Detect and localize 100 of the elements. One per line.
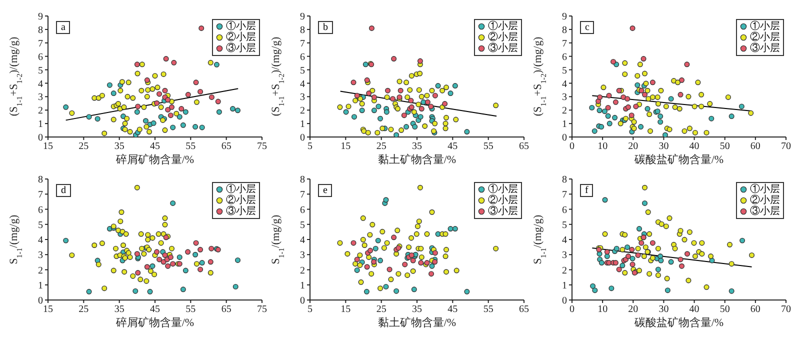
x-tick-label: 20 (628, 141, 638, 152)
x-tick-label: 25 (376, 141, 386, 152)
y-tick-label: 1 (300, 280, 305, 292)
x-tick-label: 40 (689, 304, 700, 316)
x-axis-title: 黏土矿物含量/% (378, 316, 456, 329)
x-tick-label: 65 (519, 304, 529, 316)
legend-label: ②小层 (226, 32, 256, 43)
y-tick-label: 0 (300, 132, 305, 144)
x-tick-label: 5 (308, 304, 312, 316)
legend-label: ③小层 (226, 43, 256, 54)
annotation: b (318, 21, 333, 34)
legend-label: ①小层 (226, 184, 256, 195)
y-tick-label: 0 (300, 296, 305, 307)
x-tick-label: 50 (720, 141, 730, 152)
y-tick-label: 6 (300, 52, 305, 63)
y-tick-label: 3 (300, 250, 305, 262)
x-tick-label: 70 (781, 141, 791, 152)
annotation: a (56, 21, 70, 34)
y-tick-label: 5 (38, 65, 43, 76)
legend-label: ①小层 (488, 184, 518, 195)
y-tick-label: 5 (562, 220, 567, 231)
x-axis-title: 碳酸盐矿物含量/% (633, 153, 724, 166)
y-tick-label: 5 (300, 65, 305, 76)
legend-label: ③小层 (750, 43, 780, 54)
y-tick-label: 8 (38, 174, 43, 186)
x-tick-label: 5 (308, 141, 312, 152)
x-tick-label: 65 (519, 141, 529, 152)
y-tick-label: 6 (300, 204, 305, 216)
y-tick-label: 7 (300, 38, 305, 50)
legend-label: ②小层 (226, 195, 256, 206)
y-tick-label: 7 (562, 190, 567, 201)
x-tick-label: 55 (186, 304, 196, 316)
legend-label: ③小层 (488, 206, 518, 217)
x-axis-title: 碎屑矿物含量/% (114, 153, 194, 166)
legend-label: ①小层 (226, 21, 256, 32)
x-axis-title: 碳酸盐矿物含量/% (633, 316, 724, 329)
y-tick-label: 8 (300, 24, 305, 36)
y-tick-label: 7 (300, 190, 305, 201)
x-tick-label: 70 (781, 304, 791, 316)
y-tick-label: 7 (38, 38, 43, 50)
x-tick-label: 55 (483, 141, 494, 152)
x-tick-label: 35 (114, 304, 124, 316)
x-tick-label: 25 (78, 304, 89, 316)
y-tick-label: 8 (562, 24, 567, 36)
x-axis-title: 碎屑矿物含量/% (114, 316, 194, 329)
y-tick-label: 5 (38, 220, 43, 231)
x-tick-label: 15 (340, 304, 351, 316)
y-tick-label: 3 (562, 250, 567, 262)
x-tick-label: 10 (598, 304, 608, 316)
y-tick-label: 5 (300, 220, 305, 231)
y-tick-label: 3 (38, 250, 43, 262)
y-tick-label: 6 (562, 52, 567, 63)
x-tick-label: 65 (221, 304, 232, 316)
x-tick-label: 0 (570, 141, 574, 152)
y-tick-label: 4 (38, 235, 43, 246)
y-tick-label: 6 (562, 204, 567, 216)
x-tick-label: 15 (43, 141, 53, 152)
y-tick-label: 8 (38, 24, 43, 36)
y-tick-label: 0 (38, 132, 43, 144)
annotation: f (580, 184, 594, 197)
annotation: e (318, 184, 332, 197)
x-tick-label: 20 (628, 304, 638, 316)
x-tick-label: 45 (150, 304, 160, 316)
y-tick-label: 4 (38, 78, 43, 90)
x-tick-label: 25 (78, 141, 89, 152)
x-tick-label: 65 (221, 141, 232, 152)
y-tick-label: 8 (562, 174, 567, 186)
y-tick-label: 7 (562, 38, 567, 50)
legend-label: ③小层 (488, 43, 518, 54)
y-tick-label: 4 (300, 235, 305, 246)
y-tick-label: 4 (562, 78, 567, 90)
y-tick-label: 2 (300, 265, 305, 276)
y-tick-label: 9 (300, 12, 305, 23)
x-tick-label: 0 (570, 304, 574, 316)
x-tick-label: 45 (448, 304, 458, 316)
x-tick-label: 50 (720, 304, 730, 316)
x-tick-label: 55 (483, 304, 494, 316)
legend-label: ②小层 (750, 195, 780, 206)
x-tick-label: 10 (598, 141, 608, 152)
y-tick-label: 2 (562, 265, 567, 276)
annotation: c (580, 21, 594, 34)
y-tick-label: 4 (300, 78, 305, 90)
x-tick-label: 60 (750, 141, 760, 152)
y-tick-label: 1 (562, 119, 567, 130)
legend-label: ②小层 (488, 195, 518, 206)
x-tick-label: 35 (114, 141, 124, 152)
y-tick-label: 2 (562, 106, 567, 117)
x-tick-label: 75 (257, 141, 267, 152)
y-tick-label: 5 (562, 65, 567, 76)
legend-label: ③小层 (226, 206, 256, 217)
y-tick-label: 2 (38, 106, 43, 117)
x-tick-label: 35 (412, 141, 422, 152)
y-tick-label: 1 (562, 280, 567, 292)
y-tick-label: 8 (300, 174, 305, 186)
x-tick-label: 35 (412, 304, 422, 316)
y-tick-label: 1 (300, 119, 305, 130)
x-tick-label: 15 (43, 304, 53, 316)
x-tick-label: 25 (376, 304, 386, 316)
legend-label: ③小层 (750, 206, 780, 217)
y-tick-label: 7 (38, 190, 43, 201)
